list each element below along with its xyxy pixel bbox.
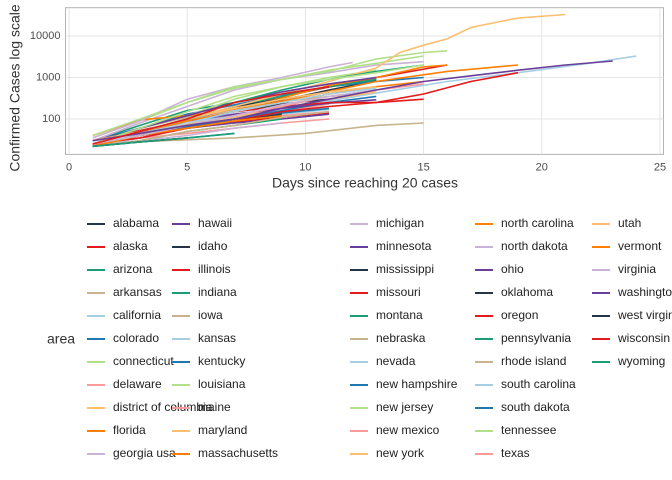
legend-label: indiana [198,285,237,299]
series-line [92,64,448,137]
legend-label: nebraska [376,331,426,345]
legend-label: maryland [198,423,247,437]
x-tick-label: 25 [654,161,666,173]
legend-label: west virginia [617,308,672,322]
legend-label: hawaii [198,216,232,230]
legend-label: massachusetts [198,446,278,460]
legend-label: idaho [198,239,228,253]
legend-label: virginia [618,262,656,276]
legend-label: florida [113,423,146,437]
legend-label: ohio [501,262,524,276]
series-line [92,50,448,137]
series-line [92,71,519,145]
legend-label: wyoming [617,354,665,368]
legend-label: arizona [113,262,153,276]
legend-label: delaware [113,377,162,391]
series-line [92,60,424,142]
x-tick-label: 15 [417,161,429,173]
legend-label: kentucky [198,354,245,368]
x-tick-label: 0 [66,161,72,173]
legend-label: oklahoma [501,285,553,299]
legend-label: missouri [376,285,421,299]
legend-label: washington [617,285,672,299]
legend-label: michigan [376,216,424,230]
legend-label: north carolina [501,216,574,230]
series-line [92,85,330,145]
y-axis-title: Confirmed Cases log scale [7,4,23,172]
y-tick-label: 1000 [36,71,60,83]
legend-label: vermont [618,239,662,253]
legend-label: new jersey [376,400,433,414]
legend-label: rhode island [501,354,566,368]
legend-label: california [113,308,161,322]
series-line [92,110,330,148]
legend-title: area [47,331,75,347]
legend-label: oregon [501,308,538,322]
legend-label: louisiana [198,377,246,391]
legend-label: tennessee [501,423,557,437]
legend-label: georgia usa [113,446,176,460]
legend-label: kansas [198,331,236,345]
legend-label: pennsylvania [501,331,571,345]
series-line [92,89,377,145]
legend-label: arkansas [113,285,162,299]
y-tick-label: 10000 [30,30,61,42]
legend-label: montana [376,308,423,322]
legend-label: nevada [376,354,416,368]
x-tick-label: 20 [536,161,548,173]
series-line [92,64,424,145]
series-line [92,132,235,148]
legend-label: minnesota [376,239,432,253]
x-axis-title: Days since reaching 20 cases [272,175,458,191]
legend-label: colorado [113,331,159,345]
legend-label: maine [198,400,231,414]
legend-label: illinois [198,262,231,276]
legend-label: mississippi [376,262,434,276]
legend-label: new mexico [376,423,440,437]
legend-label: alaska [113,239,148,253]
legend-label: utah [618,216,641,230]
series-line [92,60,613,142]
legend-label: wisconsin [617,331,670,345]
legend-label: new york [376,446,425,460]
x-tick-label: 5 [184,161,190,173]
legend-label: north dakota [501,239,568,253]
x-tick-label: 10 [299,161,311,173]
legend-label: new hampshire [376,377,458,391]
legend-label: iowa [198,308,223,322]
legend-label: district of columbia [113,400,213,414]
y-tick-label: 100 [42,113,60,125]
legend-label: alabama [113,216,159,230]
legend-label: south carolina [501,377,576,391]
legend-label: connecticut [113,354,174,368]
legend-label: texas [501,446,530,460]
legend-label: south dakota [501,400,570,414]
